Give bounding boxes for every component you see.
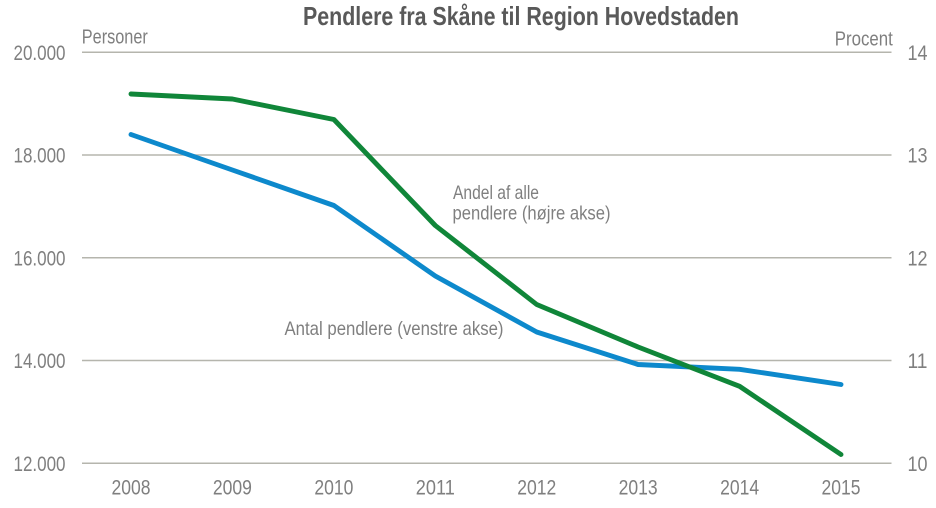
svg-text:2011: 2011 xyxy=(416,477,455,500)
svg-text:2015: 2015 xyxy=(822,477,861,500)
svg-text:Procent: Procent xyxy=(835,28,893,50)
svg-text:2008: 2008 xyxy=(112,477,151,500)
svg-text:Personer: Personer xyxy=(82,27,148,49)
svg-text:20.000: 20.000 xyxy=(14,42,66,65)
svg-text:11: 11 xyxy=(908,350,928,373)
svg-text:12: 12 xyxy=(908,248,928,271)
svg-text:14: 14 xyxy=(908,42,928,65)
svg-text:13: 13 xyxy=(908,145,928,168)
svg-text:18.000: 18.000 xyxy=(14,145,66,168)
svg-text:2012: 2012 xyxy=(517,477,556,500)
svg-text:16.000: 16.000 xyxy=(14,248,66,271)
svg-text:2013: 2013 xyxy=(619,477,658,500)
svg-text:Andel af alle: Andel af alle xyxy=(453,182,539,204)
svg-text:2014: 2014 xyxy=(720,477,759,500)
svg-text:Pendlere fra Skåne til Region: Pendlere fra Skåne til Region Hovedstade… xyxy=(303,1,739,31)
svg-text:12.000: 12.000 xyxy=(14,453,66,476)
svg-text:10: 10 xyxy=(908,453,928,476)
svg-text:pendlere (højre akse): pendlere (højre akse) xyxy=(453,202,611,224)
svg-text:2010: 2010 xyxy=(314,477,353,500)
svg-text:14.000: 14.000 xyxy=(14,350,66,373)
svg-text:Antal pendlere (venstre akse): Antal pendlere (venstre akse) xyxy=(285,318,504,340)
svg-text:2009: 2009 xyxy=(213,477,252,500)
